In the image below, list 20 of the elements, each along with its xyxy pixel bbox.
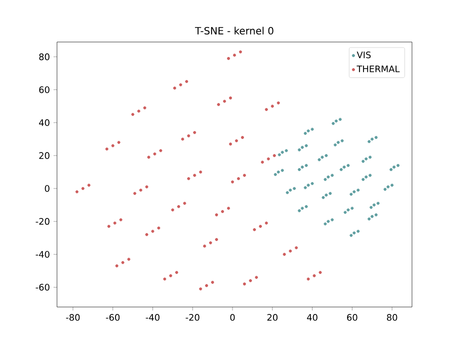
y-tick-label: 40 — [39, 119, 50, 126]
x-tick-label: 0 — [230, 314, 235, 321]
y-tick-label: -60 — [36, 284, 50, 291]
x-tick-label: -60 — [106, 314, 120, 321]
y-tick-label: -20 — [36, 218, 50, 225]
x-tick-label: -40 — [146, 314, 160, 321]
x-tick-label: -80 — [66, 314, 80, 321]
y-tick-label: 0 — [44, 185, 50, 192]
y-tick-label: -40 — [36, 250, 50, 258]
x-tick-label: -20 — [186, 314, 200, 321]
y-tick-label: 60 — [39, 86, 50, 94]
x-tick-label: 60 — [347, 314, 358, 321]
y-tick-label: 80 — [39, 53, 50, 60]
x-tick-label: 40 — [307, 314, 318, 321]
chart-title: T-SNE - kernel 0 — [194, 26, 274, 34]
legend-label: THERMAL — [356, 66, 400, 72]
x-tick-label: 80 — [386, 314, 398, 321]
x-tick-label: 20 — [267, 314, 278, 321]
legend-label: VIS — [356, 51, 371, 58]
y-tick-label: 20 — [39, 152, 50, 159]
